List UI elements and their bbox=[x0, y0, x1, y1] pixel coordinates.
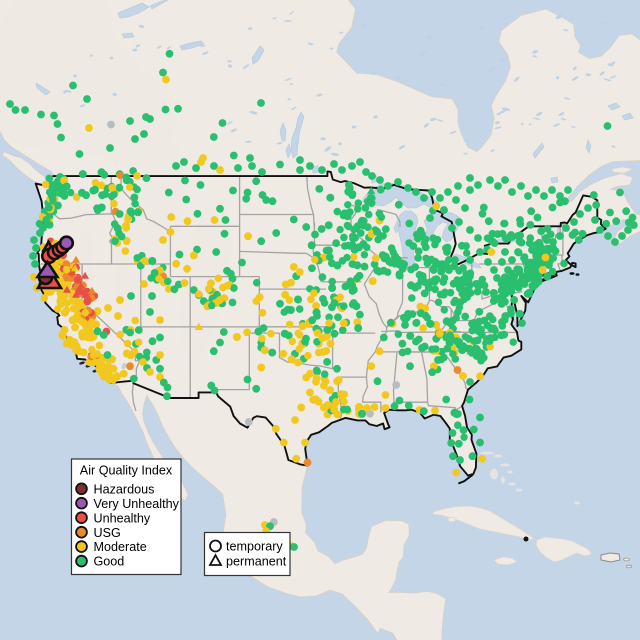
svg-text:Very Unhealthy: Very Unhealthy bbox=[94, 497, 180, 511]
svg-text:Air Quality Index: Air Quality Index bbox=[80, 464, 173, 478]
svg-text:temporary: temporary bbox=[226, 540, 283, 554]
svg-text:Unhealthy: Unhealthy bbox=[94, 511, 151, 525]
svg-text:USG: USG bbox=[94, 526, 121, 540]
svg-text:permanent: permanent bbox=[226, 555, 287, 569]
svg-text:Moderate: Moderate bbox=[94, 540, 147, 554]
svg-text:Good: Good bbox=[94, 555, 125, 569]
svg-text:Hazardous: Hazardous bbox=[94, 482, 155, 496]
